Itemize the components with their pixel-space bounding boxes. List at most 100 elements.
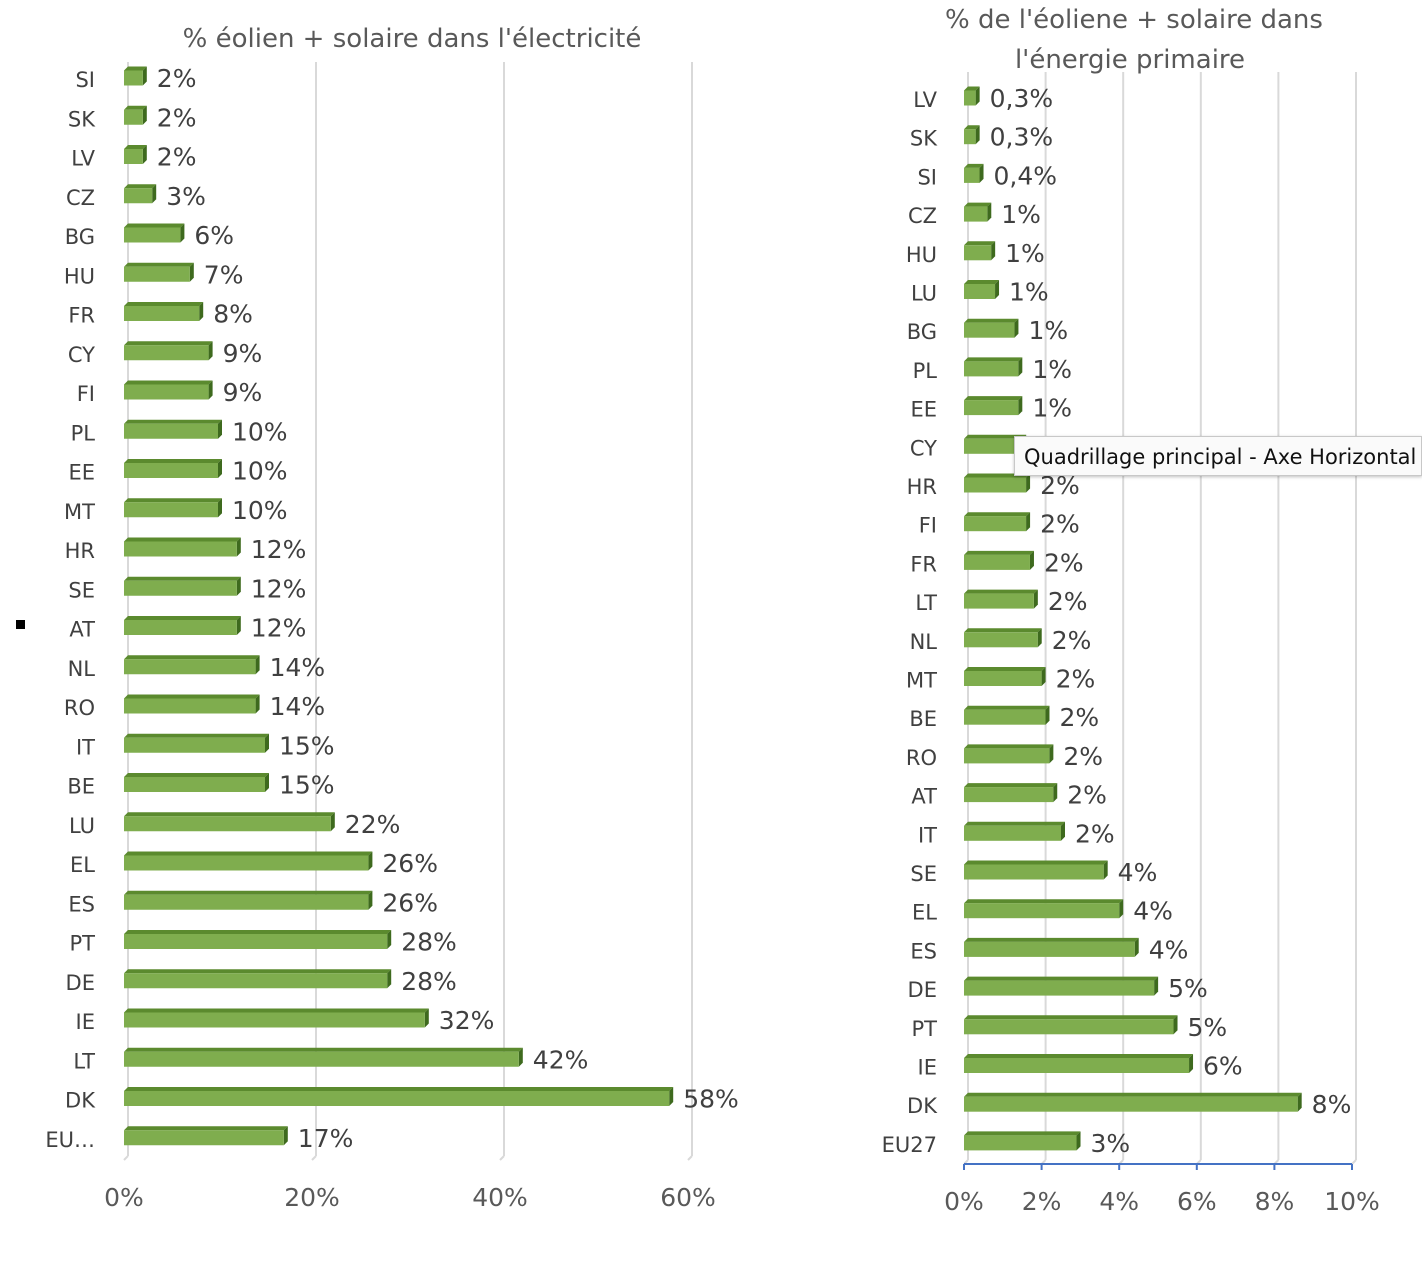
- chart-0-data-label: 17%: [298, 1124, 354, 1153]
- chart-0-bar-side: [387, 969, 392, 989]
- chart-1-data-label: 4%: [1149, 935, 1189, 964]
- chart-0-bar-side: [218, 498, 222, 518]
- chart-1-bar: [964, 941, 1135, 957]
- chart-1-bar-top: [964, 318, 1019, 323]
- chart-1-bar: [964, 1135, 1077, 1151]
- chart-1-data-label: 1%: [1028, 316, 1068, 345]
- chart-1-bar-side: [1033, 589, 1038, 609]
- chart-1-gridline-foot: [1351, 1159, 1357, 1165]
- chart-0-category-label: RO: [64, 696, 95, 720]
- chart-1-category-label: PT: [912, 1017, 938, 1041]
- chart-0-bar: [124, 149, 143, 164]
- chart-1-bar-side: [1103, 860, 1108, 880]
- chart-0-data-label: 12%: [251, 614, 307, 643]
- chart-1-category-label: HR: [907, 475, 937, 499]
- chart-1-bar-side: [975, 86, 980, 106]
- chart-0-bar: [124, 502, 218, 518]
- chart-1-bar: [964, 129, 976, 145]
- chart-0-category-label: IT: [76, 735, 95, 759]
- chart-1-bar: [964, 206, 988, 222]
- chart-0-bar-side: [236, 616, 241, 635]
- chart-1-data-label: 4%: [1118, 858, 1158, 887]
- chart-0-category-label: ES: [68, 892, 95, 916]
- chart-0-bar-side: [208, 341, 213, 361]
- chart-0-bar: [124, 227, 181, 243]
- chart-0-category-label: PL: [71, 421, 96, 445]
- chart-0-category-label: DK: [65, 1089, 96, 1113]
- chart-0-category-label: BE: [67, 775, 95, 799]
- chart-1-bar: [964, 1058, 1190, 1073]
- chart-1-category-label: IT: [918, 823, 937, 847]
- selection-handle[interactable]: [16, 620, 25, 629]
- chart-0-bar-top: [124, 655, 260, 660]
- chart-1-tick-label: 4%: [1099, 1187, 1139, 1216]
- chart-0-gridline-foot: [499, 1155, 505, 1161]
- chart-0-bar-top: [124, 537, 241, 542]
- chart-1-bar-top: [964, 937, 1139, 942]
- chart-0-category-label: SI: [75, 68, 95, 92]
- chart-0-bar-top: [124, 145, 147, 149]
- chart-0-category-label: EU…: [45, 1128, 95, 1152]
- chart-1-bar-side: [1037, 628, 1042, 648]
- chart-1-category-label: BG: [907, 320, 937, 344]
- chart-0-data-label: 10%: [232, 457, 288, 486]
- chart-1-data-label: 2%: [1063, 742, 1103, 771]
- chart-0-bar-side: [236, 576, 241, 596]
- chart-1-data-label: 2%: [1056, 665, 1096, 694]
- chart-1-bar-top: [964, 1092, 1302, 1097]
- chart-1-bar: [964, 1096, 1298, 1112]
- chart-1-bar-side: [1029, 550, 1034, 570]
- chart-1-bar-top: [964, 589, 1038, 594]
- chart-1-category-label: LT: [915, 591, 937, 615]
- chart-1-tick-label: 10%: [1324, 1187, 1380, 1216]
- chart-1-category-label: LV: [913, 88, 937, 112]
- chart-1-category-label: AT: [911, 785, 937, 809]
- chart-1-bar-side: [995, 280, 1000, 299]
- chart-1-category-label: RO: [906, 746, 937, 770]
- chart-0-category-label: SE: [68, 578, 95, 602]
- chart-0-bar-top: [124, 733, 269, 738]
- chart-1-category-label: EU27: [882, 1133, 937, 1157]
- chart-0-data-label: 14%: [270, 653, 326, 682]
- chart-0-data-label: 12%: [251, 574, 307, 603]
- chart-1-category-label: EL: [912, 901, 937, 925]
- chart-1-data-label: 1%: [1009, 278, 1049, 307]
- chart-1-data-label: 5%: [1168, 974, 1208, 1003]
- chart-0-bar-top: [124, 66, 147, 71]
- chart-0-bar: [124, 384, 209, 400]
- chart-0-bar-top: [124, 184, 157, 189]
- chart-0-bar-side: [265, 773, 269, 792]
- chart-1-bar-top: [964, 434, 1027, 439]
- chart-0-bar-top: [124, 1008, 429, 1013]
- chart-0-bar-side: [368, 890, 373, 910]
- chart-0-bar-side: [142, 66, 147, 86]
- chart-1-category-label: EE: [910, 398, 937, 422]
- chart-0-data-label: 9%: [223, 339, 263, 368]
- chart-1-bar-side: [1119, 899, 1124, 919]
- chart-1-bar-top: [964, 550, 1034, 555]
- chart-1-bar-side: [1134, 937, 1139, 957]
- chart-0-bar: [124, 423, 218, 439]
- chart-0-data-label: 58%: [683, 1085, 739, 1114]
- chart-0-data-label: 12%: [251, 535, 307, 564]
- chart-0-data-label: 2%: [157, 143, 197, 172]
- chart-1-bar-top: [964, 899, 1124, 904]
- chart-0-bar-top: [124, 773, 269, 777]
- chart-0-data-label: 26%: [382, 888, 438, 917]
- chart-1-data-label: 2%: [1067, 781, 1107, 810]
- chart-1-data-label: 1%: [1032, 355, 1072, 384]
- chart-0-tick-label: 20%: [284, 1183, 340, 1212]
- chart-1-data-label: 2%: [1075, 819, 1115, 848]
- chart-0-bar: [124, 306, 200, 321]
- chart-1-bar: [964, 903, 1120, 919]
- chart-0-bar-side: [199, 302, 204, 321]
- chart-0-bar-side: [236, 537, 241, 557]
- chart-0-bar: [124, 580, 237, 596]
- chart-0-data-label: 42%: [533, 1045, 589, 1074]
- chart-0-bar-side: [368, 851, 373, 871]
- chart-1-category-label: HU: [906, 243, 937, 267]
- chart-1-bar: [964, 748, 1050, 764]
- chart-1-bar-side: [1049, 744, 1054, 764]
- chart-1-bar-top: [964, 125, 980, 130]
